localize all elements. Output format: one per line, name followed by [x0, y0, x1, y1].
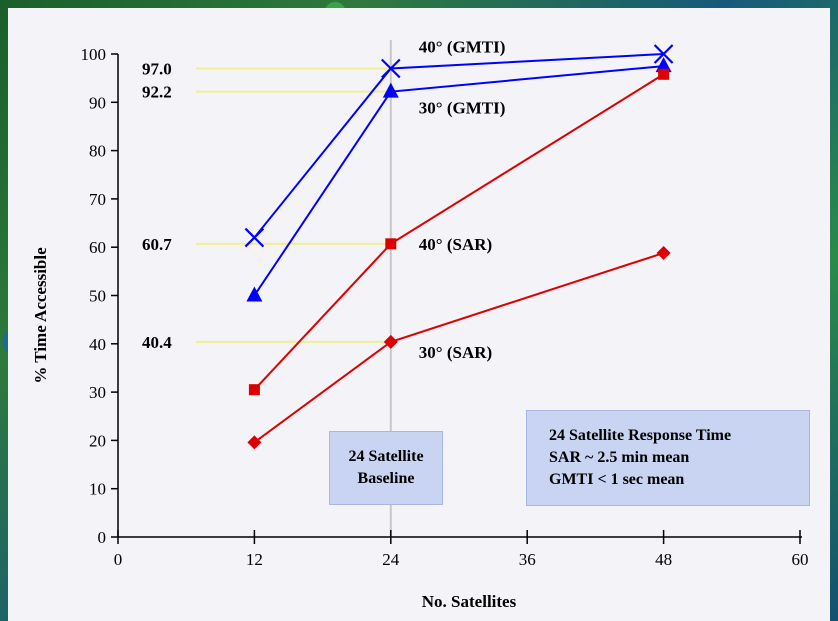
line-chart: 0 10 20 30 40 50 60 70 80 90 100 0 12 24 36 48 60 97.0 92… — [31, 37, 809, 611]
series-label: 40° (SAR) — [419, 235, 492, 254]
series-label: 30° (GMTI) — [419, 99, 506, 118]
y-tick-label: 70 — [89, 190, 106, 209]
square-marker — [658, 68, 670, 80]
y-tick-label: 30 — [89, 383, 106, 402]
y-tick-label: 50 — [89, 287, 106, 306]
y-tick-label: 80 — [89, 142, 106, 161]
x-marker — [653, 44, 674, 64]
chart-panel: 0 10 20 30 40 50 60 70 80 90 100 0 12 24 36 48 60 97.0 92… — [8, 8, 830, 621]
diamond-marker — [247, 435, 262, 450]
series-label: 40° (GMTI) — [419, 37, 506, 56]
y-tick-label: 90 — [89, 93, 106, 112]
reference-value-label: 60.7 — [142, 235, 172, 254]
y-tick-label: 100 — [81, 45, 107, 64]
y-tick-label: 20 — [89, 431, 106, 450]
x-marker — [381, 58, 401, 79]
response-time-title: 24 Satellite Response Time — [549, 427, 732, 444]
triangle-marker — [655, 57, 672, 73]
response-time-annotation-box: 24 Satellite Response Time SAR ~ 2.5 min… — [526, 410, 810, 506]
y-tick-label: 60 — [89, 238, 106, 257]
triangle-marker — [246, 286, 263, 302]
baseline-annotation-line-2: Baseline — [357, 470, 415, 487]
response-time-sar: SAR ~ 2.5 min mean — [549, 449, 690, 466]
x-axis-title: No. Satellites — [422, 592, 517, 611]
diamond-marker — [656, 245, 671, 260]
diamond-marker — [383, 334, 398, 349]
x-tick-label: 48 — [655, 550, 672, 569]
x-tick-label: 36 — [519, 550, 536, 569]
x-tick-label: 12 — [246, 550, 263, 569]
triangle-marker — [382, 82, 399, 98]
x-tick-label: 24 — [382, 550, 400, 569]
y-tick-label: 10 — [89, 480, 106, 499]
x-marker — [244, 227, 265, 248]
baseline-annotation-box: 24 Satellite Baseline — [329, 431, 443, 505]
y-axis-title: % Time Accessible — [31, 247, 50, 384]
square-marker — [248, 384, 260, 396]
y-tick-label: 40 — [89, 335, 106, 354]
series-label: 30° (SAR) — [419, 343, 492, 362]
response-time-gmti: GMTI < 1 sec mean — [549, 471, 685, 488]
x-tick-label: 60 — [792, 550, 809, 569]
baseline-annotation-line-1: 24 Satellite — [348, 448, 424, 465]
reference-value-label: 92.2 — [142, 83, 172, 102]
square-marker — [385, 238, 397, 250]
y-tick-label: 0 — [98, 528, 107, 547]
reference-value-label: 40.4 — [142, 333, 172, 352]
x-tick-label: 0 — [114, 550, 123, 569]
reference-value-label: 97.0 — [142, 59, 172, 78]
series-line — [253, 53, 664, 239]
